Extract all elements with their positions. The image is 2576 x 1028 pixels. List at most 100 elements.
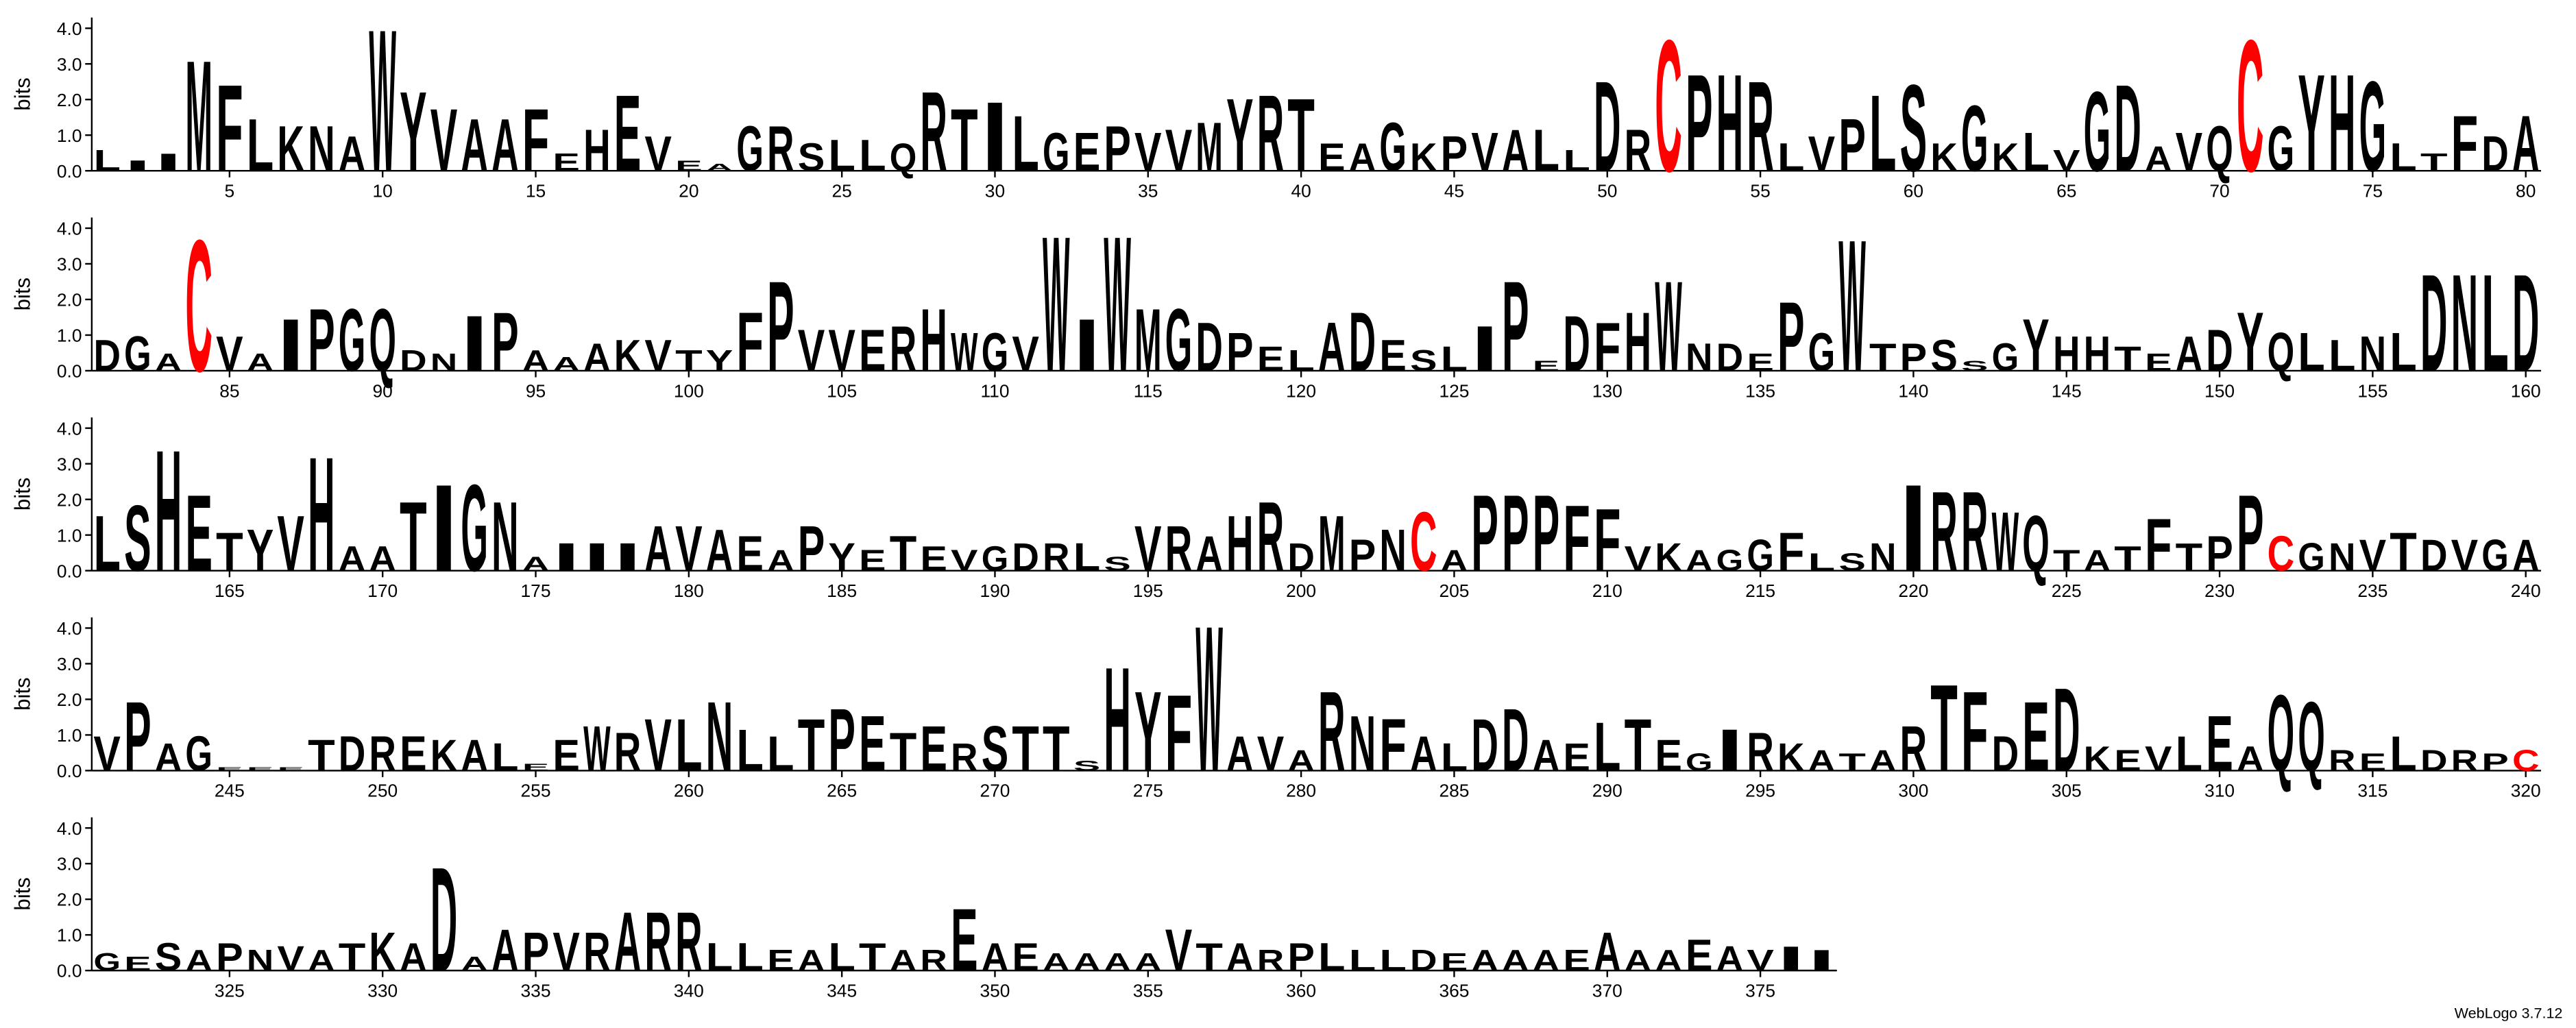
x-tick-label: 350 <box>980 980 1010 1001</box>
logo-letter: L <box>2176 726 2203 781</box>
logo-letter: P <box>798 513 825 585</box>
logo-letter: Q <box>2268 321 2295 382</box>
logo-letter: R <box>890 313 917 384</box>
logo-letter: P <box>1104 114 1131 185</box>
logo-letter: G <box>339 291 366 390</box>
x-tick-label: 185 <box>827 580 857 601</box>
x-tick-label: 210 <box>1592 580 1623 601</box>
logo-letter: T <box>400 482 427 593</box>
logo-letter: C <box>1410 495 1437 589</box>
logo-letter: I <box>614 535 642 580</box>
logo-letter: F <box>1165 673 1193 794</box>
y-tick-label: 0.0 <box>57 761 82 781</box>
x-tick-label: 100 <box>674 380 704 401</box>
logo-letter: E <box>920 539 947 578</box>
logo-letter: V <box>1165 118 1193 184</box>
logo-letter: G <box>1747 530 1774 580</box>
logo-letter: V <box>2145 739 2172 779</box>
y-tick-label: 4.0 <box>57 818 82 839</box>
x-tick-label: 190 <box>980 580 1010 601</box>
logo-letter: R <box>1165 513 1193 585</box>
logo-letter: P <box>2206 526 2233 581</box>
logo-letter: P <box>1471 473 1498 594</box>
logo-letter: T <box>2390 522 2417 583</box>
logo-letter: P <box>828 691 855 790</box>
logo-letter: G <box>2359 56 2387 199</box>
logo-letter: R <box>1930 469 1958 596</box>
logo-letter: T <box>675 343 703 377</box>
logo-letter: I <box>1777 940 1805 979</box>
logo-letter: D <box>1410 944 1437 977</box>
logo-letter: E <box>124 953 151 975</box>
logo-letter: F <box>1961 669 1989 796</box>
y-axis-label: bits <box>11 877 35 910</box>
logo-letter: E <box>2022 682 2050 792</box>
logo-letter: V <box>2176 122 2203 183</box>
y-tick-label: 2.0 <box>57 689 82 710</box>
logo-letter: I <box>1900 460 1928 598</box>
logo-letter: L <box>1594 709 1621 785</box>
logo-letter: L <box>2390 321 2417 382</box>
logo-letter: A <box>155 735 182 780</box>
logo-letter: F <box>1563 487 1590 591</box>
logo-letter: W <box>1043 197 1070 413</box>
logo-letter: P <box>1502 473 1529 594</box>
logo-letter: I <box>1471 313 1498 384</box>
logo-letter: D <box>1195 309 1223 386</box>
logo-letter: L <box>859 130 886 180</box>
logo-letter: R <box>1625 118 1652 184</box>
logo-letter: G <box>982 539 1009 578</box>
logo-letter: H <box>1104 637 1131 803</box>
logo-letter: A <box>798 944 825 977</box>
logo-letter: D <box>1992 726 2019 781</box>
logo-letter: F <box>216 60 243 197</box>
logo-letter: M <box>1318 500 1346 588</box>
logo-letter: E <box>247 766 274 772</box>
logo-letter: P <box>1838 105 1866 187</box>
logo-letter: T <box>308 731 335 781</box>
x-tick-label: 295 <box>1745 781 1775 801</box>
logo-letter: T <box>890 722 917 783</box>
logo-letter: A <box>522 343 550 377</box>
logo-letter: L <box>1533 118 1560 184</box>
x-tick-label: 25 <box>831 181 851 201</box>
x-tick-label: 270 <box>980 781 1010 801</box>
logo-letter: F <box>1594 491 1621 590</box>
logo-letter: E <box>185 473 212 594</box>
logo-letter: D <box>2053 663 2080 796</box>
logo-letter: E <box>859 700 886 787</box>
logo-letter: D <box>2420 530 2448 580</box>
logo-letter: I <box>552 535 580 580</box>
logo-letter: D <box>339 726 366 781</box>
logo-letter: G <box>185 726 212 781</box>
logo-letter: P <box>2481 748 2509 776</box>
logo-letter: E <box>1533 358 1560 374</box>
logo-letter: L <box>736 935 764 980</box>
logo-letter: A <box>1318 309 1346 386</box>
x-tick-label: 10 <box>373 181 393 201</box>
logo-letter: T <box>2114 539 2141 578</box>
logo-letter: Y <box>400 69 427 196</box>
logo-letter: A <box>1410 726 1437 781</box>
x-tick-label: 60 <box>1904 181 1923 201</box>
logo-letter: A <box>552 353 580 376</box>
logo-letter: Q <box>369 291 396 390</box>
logo-letter: I <box>461 300 488 388</box>
logo-letter: A <box>2237 739 2264 779</box>
logo-letter: E <box>675 158 703 174</box>
logo-letter: A <box>491 105 519 187</box>
y-tick-label: 4.0 <box>57 219 82 239</box>
logo-letter: K <box>2084 739 2111 779</box>
logo-letter: T <box>1625 705 1652 787</box>
logo-letter: R <box>675 896 703 989</box>
logo-letter: D <box>1594 56 1621 199</box>
x-tick-label: 45 <box>1444 181 1464 201</box>
logo-letter: S <box>1838 549 1866 576</box>
x-tick-label: 120 <box>1286 380 1316 401</box>
logo-letter: P <box>1777 282 1805 393</box>
x-tick-label: 315 <box>2357 781 2387 801</box>
logo-letter: A <box>890 944 917 977</box>
logo-letter: I <box>982 82 1009 193</box>
y-tick-label: 0.0 <box>57 161 82 182</box>
